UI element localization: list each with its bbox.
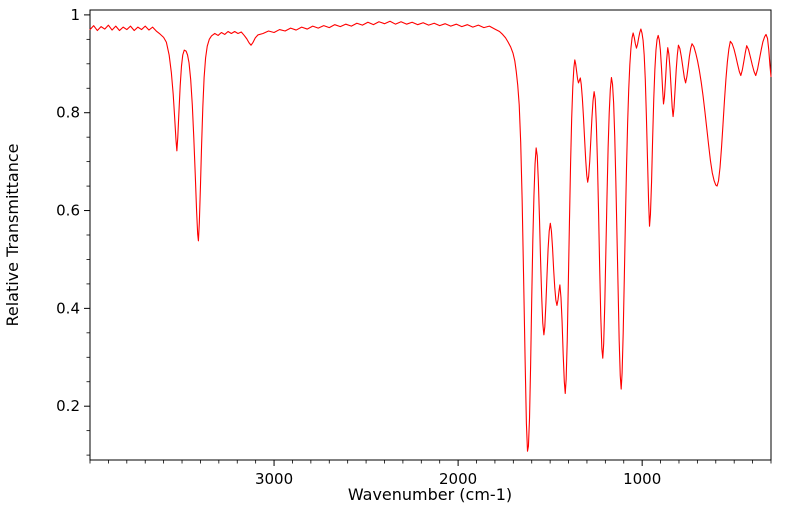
x-tick-label: 2000 [439, 470, 477, 488]
y-tick-label: 0.4 [56, 299, 80, 317]
axes-layer: 3000 2000 1000 1 0.8 0.6 0.4 0.2 [56, 6, 772, 488]
plot-layer [89, 20, 772, 452]
spectrum-line [89, 20, 772, 452]
y-tick-label: 0.6 [56, 202, 80, 220]
y-tick-label: 0.8 [56, 104, 80, 122]
x-tick-label: 1000 [623, 470, 661, 488]
y-tick-label: 0.2 [56, 397, 80, 415]
plot-frame [89, 9, 772, 461]
y-axis-label: Relative Transmittance [3, 143, 22, 326]
y-tick-label: 1 [70, 6, 80, 24]
x-tick-label: 3000 [255, 470, 293, 488]
x-axis-label: Wavenumber (cm-1) [348, 485, 512, 504]
